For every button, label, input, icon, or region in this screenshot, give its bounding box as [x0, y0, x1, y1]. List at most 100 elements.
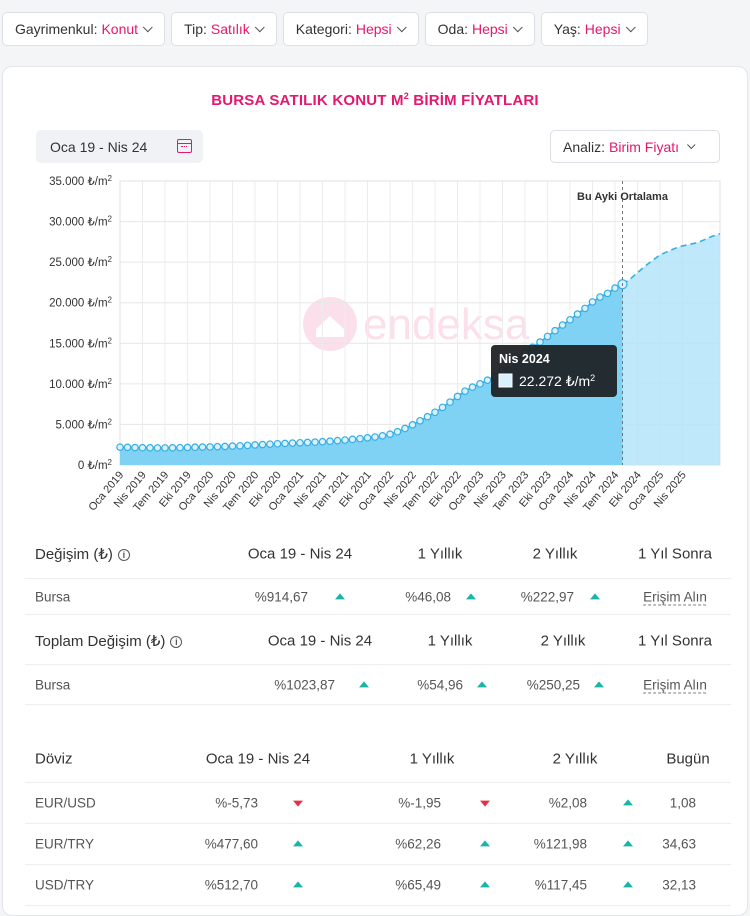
value-cell: %121,98 — [533, 836, 587, 852]
row-name: Bursa — [35, 677, 71, 692]
filter-tip[interactable]: Tip: Satılık — [171, 12, 277, 46]
data-point[interactable] — [611, 284, 619, 292]
data-point[interactable] — [326, 437, 334, 446]
erisim-link[interactable]: Erişim Alın — [643, 589, 707, 604]
today-value: 34,63 — [662, 836, 696, 852]
filter-bar: Gayrimenkul: Konut Tip: Satılık Kategori: H… — [2, 12, 648, 46]
up-arrow-icon — [623, 881, 633, 888]
y-tick-label: 35.000 ₺/m2 — [49, 174, 112, 188]
data-point[interactable] — [408, 421, 417, 429]
data-point[interactable] — [168, 443, 177, 452]
data-point[interactable] — [348, 435, 357, 444]
table-row: EUR/USD %-5,73 %-1,95 %2,08 1,08 — [25, 783, 731, 824]
data-point[interactable] — [581, 304, 589, 313]
filter-yas[interactable]: Yaş: Hepsi — [540, 12, 648, 46]
data-point[interactable] — [371, 433, 379, 441]
data-point[interactable] — [588, 298, 597, 306]
data-point[interactable] — [603, 289, 612, 298]
data-point[interactable] — [318, 437, 327, 446]
data-point[interactable] — [438, 403, 447, 412]
data-point[interactable] — [213, 442, 222, 451]
data-point[interactable] — [453, 392, 462, 401]
data-point[interactable] — [153, 444, 162, 452]
data-point[interactable] — [116, 443, 124, 451]
data-point[interactable] — [243, 441, 252, 450]
data-point[interactable] — [378, 431, 387, 440]
col-header: Bugün — [666, 750, 710, 767]
value-cell: %2,08 — [548, 795, 587, 811]
data-point[interactable] — [431, 408, 439, 417]
data-point[interactable] — [251, 441, 259, 449]
col-header: 2 Yıllık — [540, 632, 586, 649]
data-point[interactable] — [446, 398, 454, 406]
change-table-header: Değişim (₺) i Oca 19 - Nis 24 1 Yıllık 2 … — [25, 529, 731, 579]
filter-value: Hepsi — [584, 21, 621, 37]
data-point[interactable] — [311, 438, 319, 446]
chart-tooltip: Nis 2024 22.272 ₺/m2 — [491, 345, 617, 397]
data-point[interactable] — [356, 434, 364, 443]
data-point[interactable] — [273, 439, 282, 448]
data-point[interactable] — [566, 315, 574, 324]
data-point[interactable] — [423, 412, 432, 421]
data-point[interactable] — [303, 438, 312, 447]
filter-kategori[interactable]: Kategori: Hepsi — [282, 12, 419, 46]
data-point[interactable] — [536, 338, 544, 346]
info-icon[interactable]: i — [170, 635, 183, 648]
filter-oda[interactable]: Oda: Hepsi — [424, 12, 535, 46]
data-point[interactable] — [266, 440, 274, 448]
data-point[interactable] — [596, 293, 604, 301]
data-point[interactable] — [543, 332, 552, 341]
down-arrow-icon — [293, 800, 303, 807]
current-month-label: Bu Ayki Ortalama — [577, 191, 669, 203]
data-point[interactable] — [198, 443, 207, 451]
data-point[interactable] — [146, 443, 154, 452]
data-point[interactable] — [468, 383, 477, 391]
data-point[interactable] — [296, 438, 304, 447]
up-arrow-icon — [594, 680, 604, 687]
data-point[interactable] — [341, 436, 349, 444]
data-point[interactable] — [393, 427, 402, 436]
data-point[interactable] — [476, 380, 484, 388]
analiz-dropdown[interactable]: Analiz: Birim Fiyatı — [550, 130, 720, 163]
data-point[interactable] — [386, 430, 394, 438]
data-point[interactable] — [236, 441, 244, 450]
up-arrow-icon — [293, 881, 303, 888]
data-point[interactable] — [183, 443, 192, 452]
data-point[interactable] — [333, 436, 342, 445]
data-point[interactable] — [281, 439, 289, 448]
col-header: Oca 19 - Nis 24 — [247, 545, 353, 562]
data-point[interactable] — [138, 443, 147, 452]
data-point[interactable] — [416, 416, 424, 425]
analiz-label: Analiz: — [563, 138, 606, 155]
data-point[interactable] — [191, 443, 199, 452]
forecast-line — [622, 232, 721, 285]
data-point[interactable] — [363, 434, 372, 442]
data-point[interactable] — [161, 444, 169, 452]
data-point[interactable] — [123, 443, 132, 452]
date-range-picker[interactable]: Oca 19 - Nis 24 — [36, 130, 203, 163]
y-tick-label: 0 ₺/m2 — [78, 458, 113, 472]
data-point[interactable] — [401, 424, 409, 433]
col-header: 2 Yıllık — [552, 750, 598, 767]
data-point[interactable] — [558, 321, 567, 329]
data-point[interactable] — [176, 443, 184, 452]
data-point[interactable] — [131, 443, 139, 452]
data-point[interactable] — [228, 442, 237, 450]
table-row: EUR/TRY %477,60 %62,26 %121,98 34,63 — [25, 824, 731, 865]
data-point[interactable] — [288, 439, 297, 447]
up-arrow-icon — [293, 840, 303, 847]
data-point[interactable] — [258, 440, 267, 449]
data-point[interactable] — [573, 310, 582, 318]
info-icon[interactable]: i — [117, 548, 130, 561]
y-tick-label: 15.000 ₺/m2 — [49, 336, 112, 350]
filter-gayrimenkul[interactable]: Gayrimenkul: Konut — [2, 12, 166, 46]
data-point[interactable] — [551, 326, 559, 335]
value-cell: %250,25 — [526, 677, 580, 692]
data-point[interactable] — [221, 442, 229, 451]
calendar-icon[interactable] — [177, 139, 192, 153]
erisim-link[interactable]: Erişim Alın — [643, 677, 707, 692]
value-cell: %62,26 — [395, 836, 441, 852]
data-point[interactable] — [461, 387, 469, 395]
data-point[interactable] — [206, 443, 214, 451]
data-point[interactable] — [483, 376, 492, 385]
